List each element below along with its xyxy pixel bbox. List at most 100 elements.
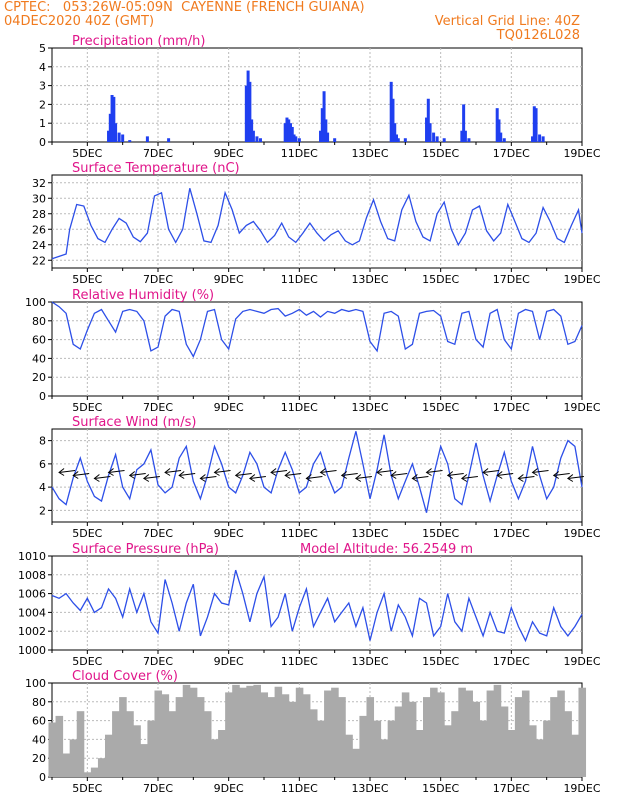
precip-bar <box>541 136 545 142</box>
wind-arrowhead <box>340 471 348 479</box>
precip-bar <box>289 123 292 142</box>
wind-arrowhead <box>460 474 468 482</box>
cloud-bar <box>500 706 509 777</box>
y-tick-label: 24 <box>32 239 46 252</box>
cloud-bar <box>203 711 212 777</box>
y-tick-label: 2 <box>39 98 46 111</box>
y-tick-label: 1010 <box>18 550 46 563</box>
precip-bar <box>426 98 430 142</box>
cloud-bar <box>62 753 71 777</box>
x-tick-label: 9DEC <box>214 655 244 668</box>
cloud-bar <box>182 684 191 777</box>
y-tick-label: 100 <box>25 677 46 690</box>
cloud-bar <box>415 730 424 777</box>
y-tick-label: 80 <box>32 315 46 328</box>
x-tick-label: 9DEC <box>214 527 244 540</box>
wind-arrowhead <box>142 474 150 482</box>
cloud-bar <box>119 697 127 777</box>
precip-bar <box>403 138 407 142</box>
precip-bar <box>294 136 298 142</box>
y-tick-label: 8 <box>39 435 46 448</box>
wind-arrowhead <box>199 474 206 482</box>
wind-arrowhead <box>107 468 114 476</box>
precip-bar <box>114 123 118 142</box>
precip-bar <box>499 132 503 142</box>
cloud-bar <box>225 692 233 777</box>
wind-arrow <box>179 473 196 476</box>
cloud-bar <box>465 690 473 777</box>
cloud-bar <box>444 725 452 777</box>
x-tick-label: 19DEC <box>563 273 600 286</box>
x-tick-label: 5DEC <box>72 401 102 414</box>
precip-bar <box>292 134 296 142</box>
y-tick-label: 4 <box>39 481 46 494</box>
precip-bar <box>287 119 291 142</box>
cloud-bar <box>90 767 99 777</box>
wind-arrowhead <box>284 471 291 479</box>
precip-bar <box>128 140 132 142</box>
x-tick-label: 5DEC <box>72 527 102 540</box>
precip-bar <box>108 113 112 142</box>
x-tick-label: 7DEC <box>143 273 173 286</box>
x-tick-label: 13DEC <box>351 273 388 286</box>
cloud-bar <box>154 690 163 777</box>
wind-arrowhead <box>178 471 185 479</box>
precip-bar <box>244 85 248 142</box>
wind-arrow <box>143 476 160 479</box>
cloud-bar <box>324 690 332 777</box>
precip-bar <box>502 138 506 142</box>
cloud-bar <box>168 711 177 777</box>
wind-arrowhead <box>425 468 432 476</box>
y-tick-label: 1008 <box>18 569 46 582</box>
x-tick-label: 11DEC <box>281 401 318 414</box>
cloud-bar <box>472 701 481 777</box>
x-tick-label: 17DEC <box>493 273 530 286</box>
precip-bar <box>442 138 446 142</box>
precip-bar <box>435 136 439 142</box>
cloud-bar <box>345 734 353 777</box>
y-tick-label: 28 <box>32 208 46 221</box>
precip-bar <box>428 123 432 142</box>
cloud-bar <box>430 687 438 777</box>
panel-title: Cloud Cover (%) <box>72 669 178 684</box>
cloud-bar <box>48 722 57 777</box>
cloud-bar <box>373 720 382 777</box>
series-line <box>51 188 583 260</box>
y-tick-label: 20 <box>32 752 46 765</box>
precip-bar <box>326 132 330 142</box>
cloud-bar <box>458 687 466 777</box>
wind-arrowhead <box>164 468 171 476</box>
x-tick-label: 13DEC <box>351 782 388 795</box>
x-tick-label: 15DEC <box>422 401 459 414</box>
x-tick-label: 9DEC <box>214 273 244 286</box>
wind-arrowhead <box>354 474 362 482</box>
y-tick-label: 22 <box>32 254 46 267</box>
wind-arrow <box>341 473 358 476</box>
cloud-bar <box>147 720 155 777</box>
cloud-bar <box>112 711 120 777</box>
x-tick-label: 11DEC <box>281 655 318 668</box>
wind-arrowhead <box>552 471 560 479</box>
panel-0 <box>48 47 583 146</box>
cloud-bar <box>331 687 339 777</box>
x-tick-label: 13DEC <box>351 655 388 668</box>
cloud-bar <box>281 694 290 777</box>
cloud-bar <box>359 715 367 777</box>
precip-bar <box>396 138 400 142</box>
cloud-bar <box>302 694 311 777</box>
y-tick-label: 0 <box>39 390 46 403</box>
header-line2: 04DEC2020 40Z (GMT) <box>4 14 155 29</box>
wind-arrowhead <box>531 468 538 476</box>
wind-arrow <box>94 476 111 479</box>
precip-bar <box>395 134 398 142</box>
panel-2 <box>48 301 583 400</box>
cloud-bar <box>69 739 78 777</box>
cloud-bar <box>97 758 106 777</box>
cloud-bar <box>479 720 488 777</box>
x-tick-label: 9DEC <box>214 782 244 795</box>
panel-3 <box>48 428 584 526</box>
plot-frame <box>51 174 583 269</box>
cloud-bar <box>267 697 276 777</box>
precip-bar <box>320 108 324 142</box>
cloud-bar <box>394 706 403 777</box>
